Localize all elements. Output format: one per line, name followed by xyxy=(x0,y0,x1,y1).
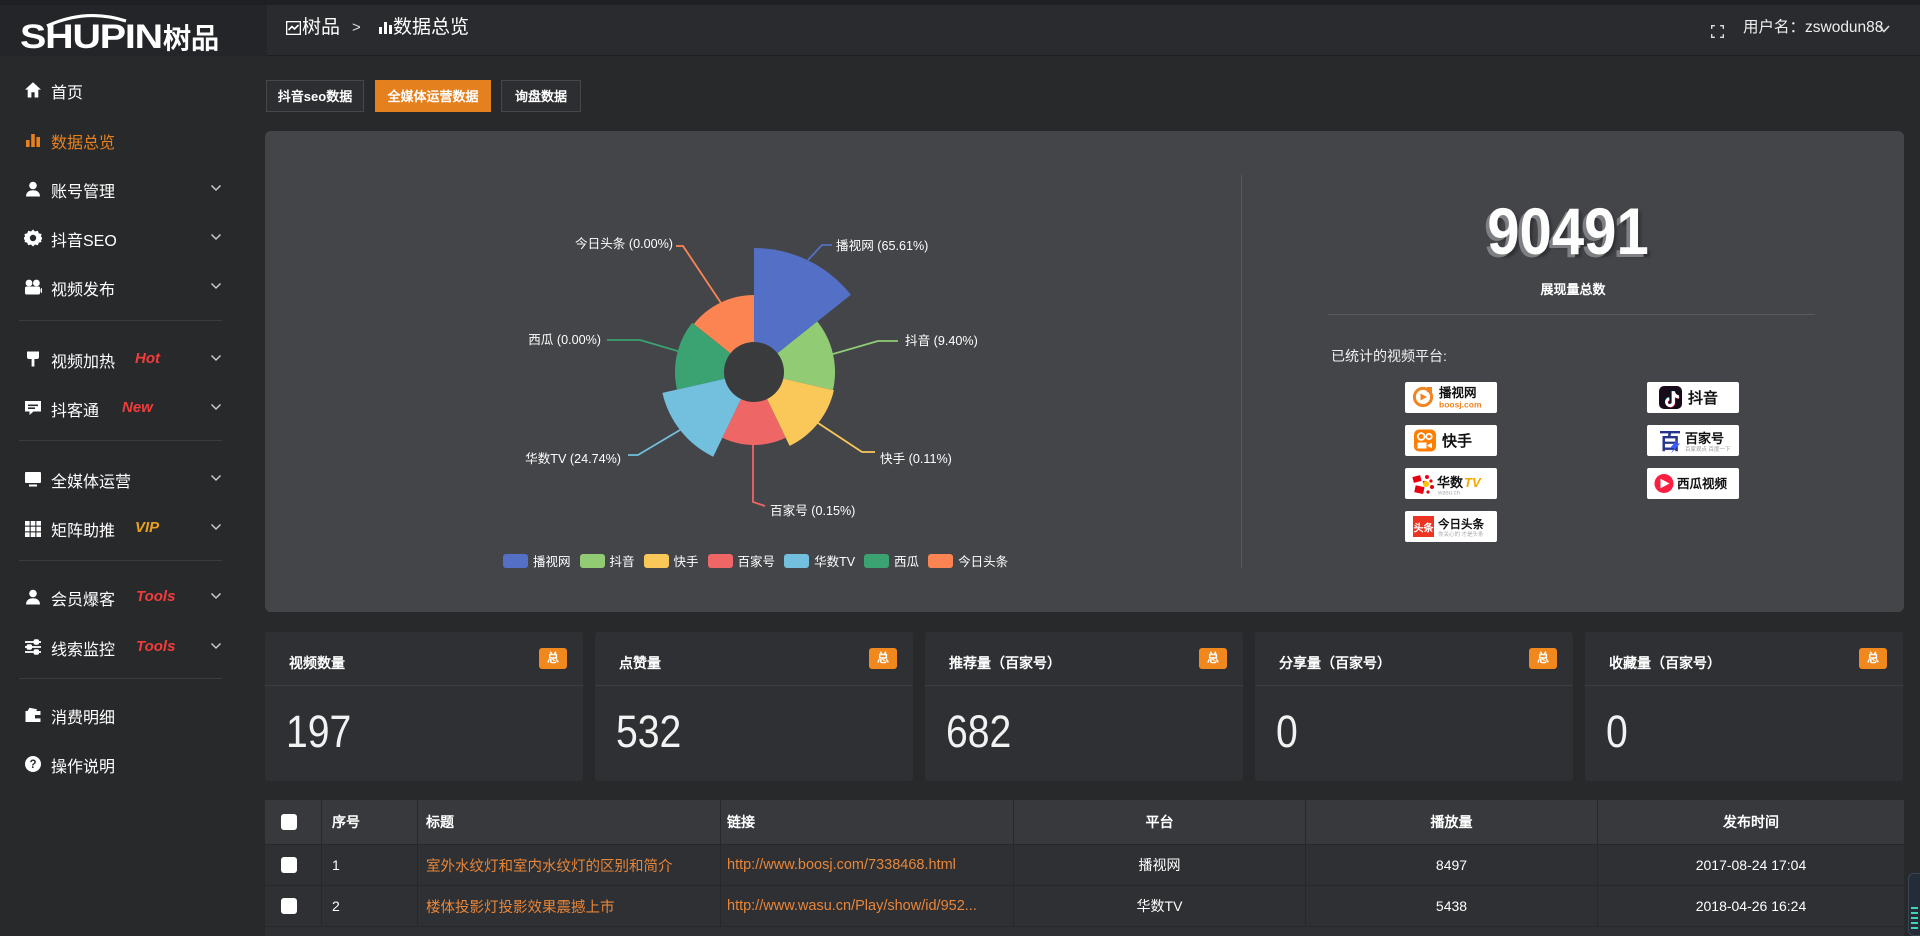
svg-text:头条: 头条 xyxy=(1414,522,1435,535)
svg-text:西瓜 (0.00%): 西瓜 (0.00%) xyxy=(528,333,601,347)
svg-text:boosj.com: boosj.com xyxy=(1439,400,1482,410)
svg-text:西瓜视频: 西瓜视频 xyxy=(1677,476,1728,491)
svg-text:wasu.cn: wasu.cn xyxy=(1437,491,1460,497)
svg-text:今日头条: 今日头条 xyxy=(1437,517,1484,531)
svg-text:百: 百 xyxy=(1659,429,1681,454)
svg-text:播视网 (65.61%): 播视网 (65.61%) xyxy=(836,238,928,253)
svg-text:百家号 (0.15%): 百家号 (0.15%) xyxy=(770,503,855,518)
svg-text:快手 (0.11%): 快手 (0.11%) xyxy=(880,452,952,466)
svg-text:抖音: 抖音 xyxy=(1688,389,1718,407)
svg-text:华数: 华数 xyxy=(1437,475,1464,490)
svg-text:树品: 树品 xyxy=(163,23,219,54)
svg-text:百家观点 百度一下: 百家观点 百度一下 xyxy=(1685,445,1731,453)
svg-text:播视网: 播视网 xyxy=(1439,385,1477,400)
svg-text:抖音 (9.40%): 抖音 (9.40%) xyxy=(905,333,978,348)
svg-text:你关心的 才是头条: 你关心的 才是头条 xyxy=(1438,530,1484,538)
svg-text:快手: 快手 xyxy=(1442,432,1472,450)
svg-text:百家号: 百家号 xyxy=(1685,431,1724,446)
svg-text:SHUPIN: SHUPIN xyxy=(20,18,162,56)
svg-text:华数TV (24.74%): 华数TV (24.74%) xyxy=(525,452,621,466)
svg-text:今日头条 (0.00%): 今日头条 (0.00%) xyxy=(575,236,673,251)
svg-text:TV: TV xyxy=(1464,475,1482,490)
svg-text:?: ? xyxy=(29,759,36,771)
